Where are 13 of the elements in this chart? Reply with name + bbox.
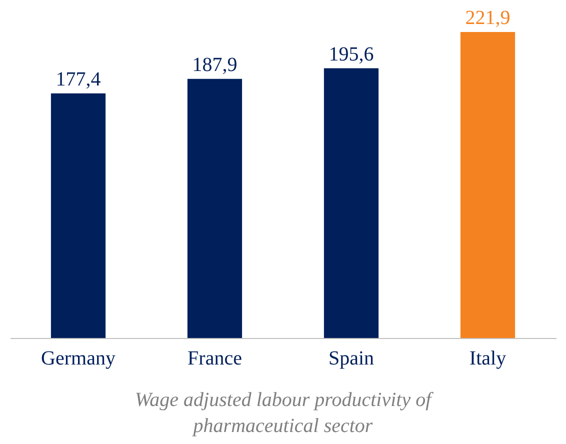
data-label: 187,9 xyxy=(192,54,238,76)
x-tick-label: Spain xyxy=(328,348,374,370)
bar xyxy=(460,32,516,338)
bar xyxy=(50,93,106,338)
bar xyxy=(187,78,242,338)
x-tick-label: Italy xyxy=(469,348,506,370)
data-label: 177,4 xyxy=(56,68,101,90)
bar xyxy=(324,68,379,338)
data-label: 195,6 xyxy=(328,43,374,66)
x-tick-label: Germany xyxy=(41,348,116,370)
text: Wage adjusted labour productivity of pharmaceutical sector xyxy=(134,389,434,437)
x-tick-label: France xyxy=(188,348,242,370)
data-label: 221,9 xyxy=(465,7,510,29)
